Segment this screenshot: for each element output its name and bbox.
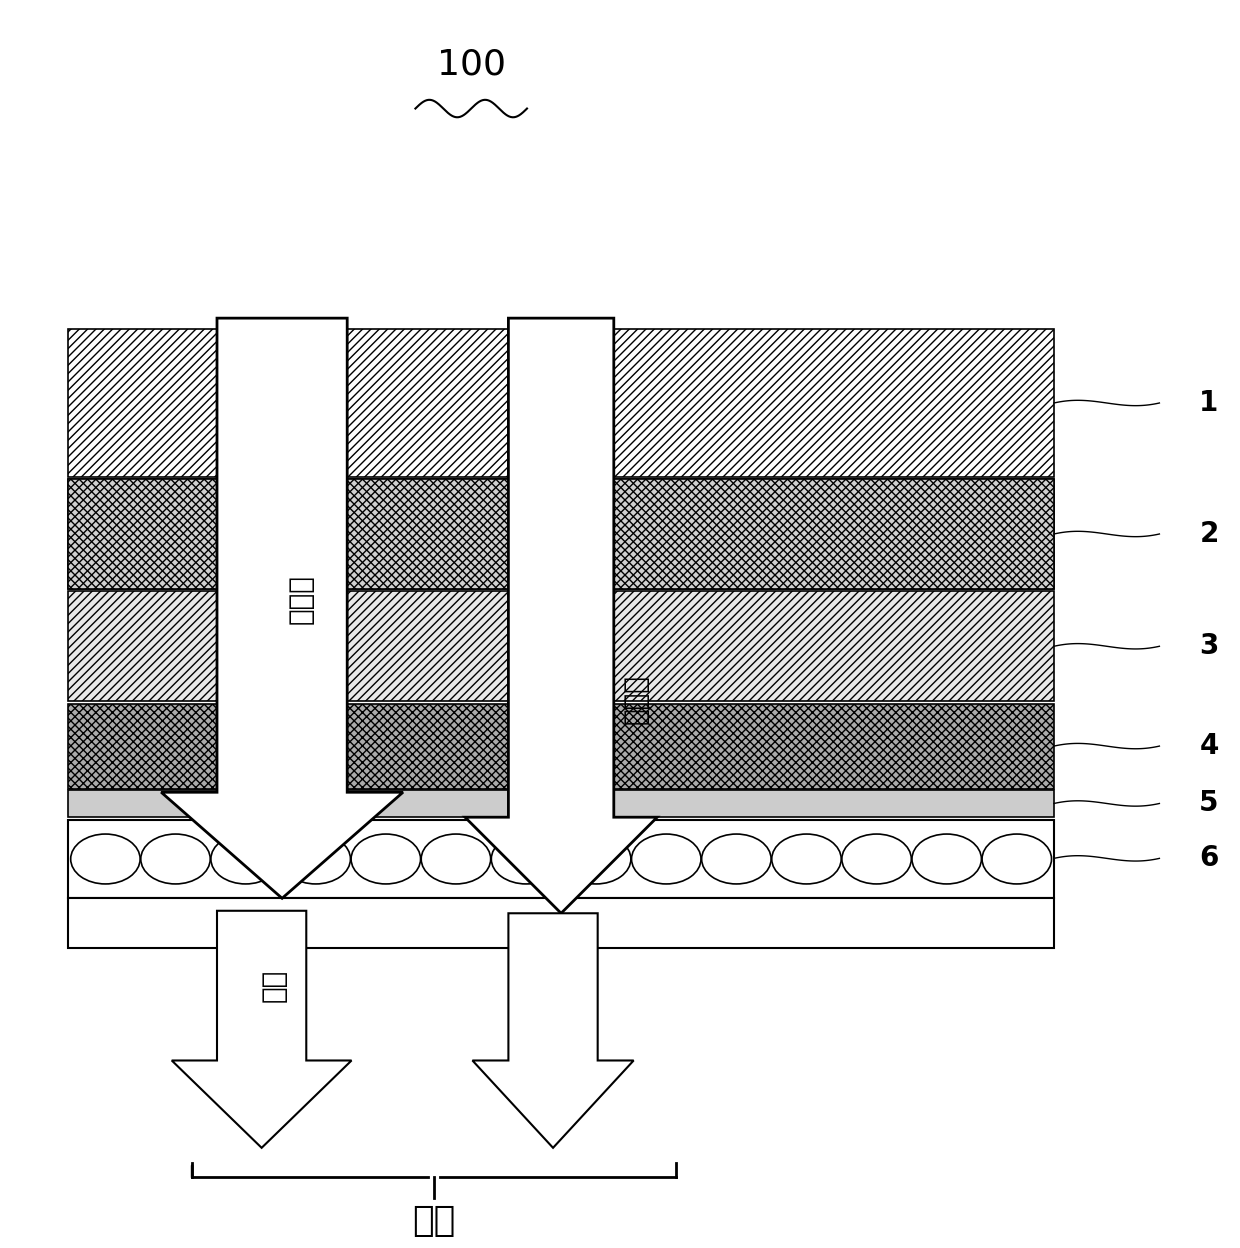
Ellipse shape	[562, 834, 631, 884]
Text: 3: 3	[1199, 633, 1219, 660]
Ellipse shape	[211, 834, 280, 884]
Bar	[68, 820, 1054, 899]
Bar	[68, 704, 1054, 789]
Ellipse shape	[842, 834, 911, 884]
Polygon shape	[472, 914, 634, 1148]
Text: 白光: 白光	[413, 1204, 455, 1238]
Text: 2: 2	[1199, 520, 1219, 548]
Text: 6: 6	[1199, 845, 1219, 872]
Text: 5: 5	[1199, 790, 1219, 817]
Bar	[68, 479, 1054, 589]
Polygon shape	[161, 318, 403, 899]
Ellipse shape	[351, 834, 420, 884]
Ellipse shape	[141, 834, 211, 884]
Bar	[68, 790, 1054, 817]
Ellipse shape	[982, 834, 1052, 884]
Ellipse shape	[771, 834, 841, 884]
Bar	[68, 479, 1054, 589]
Bar	[68, 479, 1054, 589]
Polygon shape	[465, 318, 657, 914]
Bar	[68, 592, 1054, 701]
Text: 光绻红: 光绻红	[286, 574, 315, 624]
Ellipse shape	[422, 834, 491, 884]
Text: 光绻红: 光绻红	[622, 674, 650, 724]
Bar	[68, 479, 1054, 589]
Ellipse shape	[491, 834, 560, 884]
Ellipse shape	[911, 834, 981, 884]
Text: 1: 1	[1199, 389, 1219, 417]
Bar	[68, 899, 1054, 948]
Text: 100: 100	[436, 47, 506, 81]
Text: 4: 4	[1199, 733, 1219, 760]
Ellipse shape	[71, 834, 140, 884]
Bar	[68, 329, 1054, 477]
Polygon shape	[171, 911, 352, 1148]
Ellipse shape	[281, 834, 351, 884]
Text: 光蓝: 光蓝	[260, 968, 288, 1002]
Ellipse shape	[631, 834, 701, 884]
Ellipse shape	[702, 834, 771, 884]
